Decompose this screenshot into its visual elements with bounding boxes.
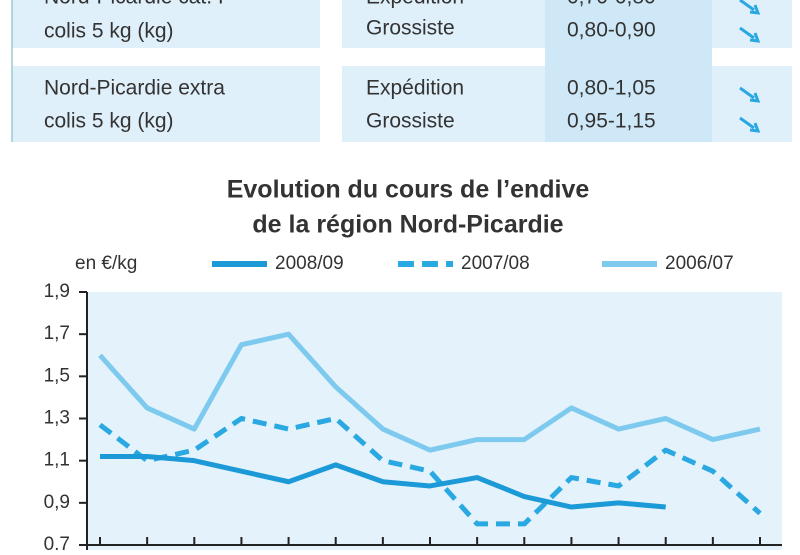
legend-label: 2007/08	[461, 253, 530, 274]
chart-title: de la région Nord-Picardie	[252, 211, 563, 239]
price-table: Nord-Picardie cat. I colis 5 kg (kg) Exp…	[11, 0, 792, 142]
arrow	[739, 116, 761, 133]
chart-title: Evolution du cours de l’endive	[227, 176, 590, 204]
plot: 0,7 0,9 1,1 1,3 1,5 1,7 1,9	[44, 281, 782, 555]
y-tick-label: 1,5	[44, 365, 70, 386]
product: colis 5 kg (kg)	[44, 110, 174, 133]
product: colis 5 kg (kg)	[44, 20, 174, 43]
y-axis-label: en €/kg	[75, 253, 137, 274]
series-line	[100, 453, 666, 510]
product: Nord-Picardie cat. I	[44, 0, 224, 9]
col-sep	[320, 0, 342, 142]
stage: Expédition	[366, 0, 464, 9]
series-line	[98, 331, 761, 453]
price: 0,80-1,05	[567, 77, 656, 100]
y-tick-label: 1,1	[44, 450, 70, 471]
price: 0,70-0,80	[567, 0, 656, 9]
legend-label: 2006/07	[665, 253, 734, 274]
price: 0,80-0,90	[567, 19, 656, 42]
plot-bg	[87, 292, 782, 555]
arrow	[739, 86, 761, 103]
y-tick-label: 1,7	[44, 323, 70, 344]
stage: Expédition	[366, 77, 464, 100]
arrow	[739, 26, 761, 43]
y-tick-label: 0,9	[44, 492, 70, 513]
stage: Grossiste	[366, 110, 455, 133]
y-tick-label: 1,3	[44, 408, 70, 429]
price-col	[545, 0, 712, 142]
trend-arrows	[739, 0, 761, 133]
stage: Grossiste	[366, 17, 455, 40]
legend-label: 2008/09	[275, 253, 344, 274]
arrow	[739, 0, 761, 15]
y-tick-label: 0,7	[44, 534, 70, 550]
series-line	[98, 416, 762, 527]
y-tick-label: 1,9	[44, 281, 70, 302]
product: Nord-Picardie extra	[44, 77, 225, 100]
price: 0,95-1,15	[567, 110, 656, 133]
